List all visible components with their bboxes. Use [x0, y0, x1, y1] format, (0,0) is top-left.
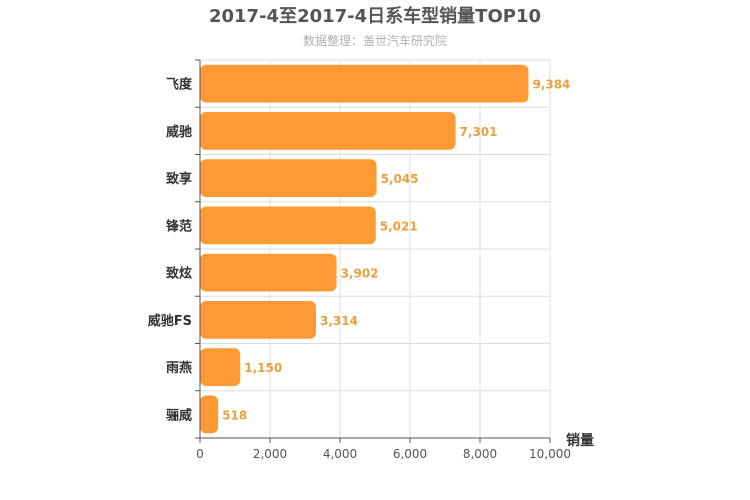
data-label: 1,150	[244, 361, 282, 375]
bar	[200, 111, 456, 150]
bars: 9,384 7,301 5,045 5,021 3,902 3,314 1,150 518	[200, 64, 570, 434]
data-label: 3,314	[320, 314, 358, 328]
data-label: 9,384	[532, 78, 570, 92]
data-label: 518	[222, 408, 247, 422]
bar	[200, 253, 337, 292]
bar	[200, 348, 241, 387]
data-label: 5,021	[380, 219, 418, 233]
bar	[200, 64, 529, 103]
chart-title: 2017-4至2017-4日系车型销量TOP10	[209, 5, 541, 27]
category-label: 雨燕	[166, 360, 192, 376]
category-label: 骊威	[166, 407, 192, 423]
category-label: 威驰	[166, 124, 192, 140]
x-tick-label: 0	[196, 447, 204, 461]
category-label: 威驰FS	[148, 313, 192, 329]
x-tick-label: 8,000	[463, 447, 497, 461]
bar	[200, 206, 376, 245]
data-label: 5,045	[381, 172, 419, 186]
bar	[200, 159, 377, 198]
x-tick-label: 6,000	[393, 447, 427, 461]
x-tick-label: 2,000	[253, 447, 287, 461]
x-axis-title: 销量	[566, 432, 594, 449]
category-label: 飞度	[166, 77, 193, 93]
category-label: 致享	[166, 171, 192, 187]
category-label: 致炫	[166, 266, 192, 282]
x-tick-label: 4,000	[323, 447, 357, 461]
bar	[200, 395, 219, 434]
data-label: 7,301	[460, 125, 498, 139]
x-tick-label: 10,000	[529, 447, 571, 461]
data-label: 3,902	[341, 267, 379, 281]
chart-subtitle: 数据整理：盖世汽车研究院	[303, 33, 447, 48]
bar	[200, 300, 316, 339]
category-label: 锋范	[166, 218, 192, 234]
